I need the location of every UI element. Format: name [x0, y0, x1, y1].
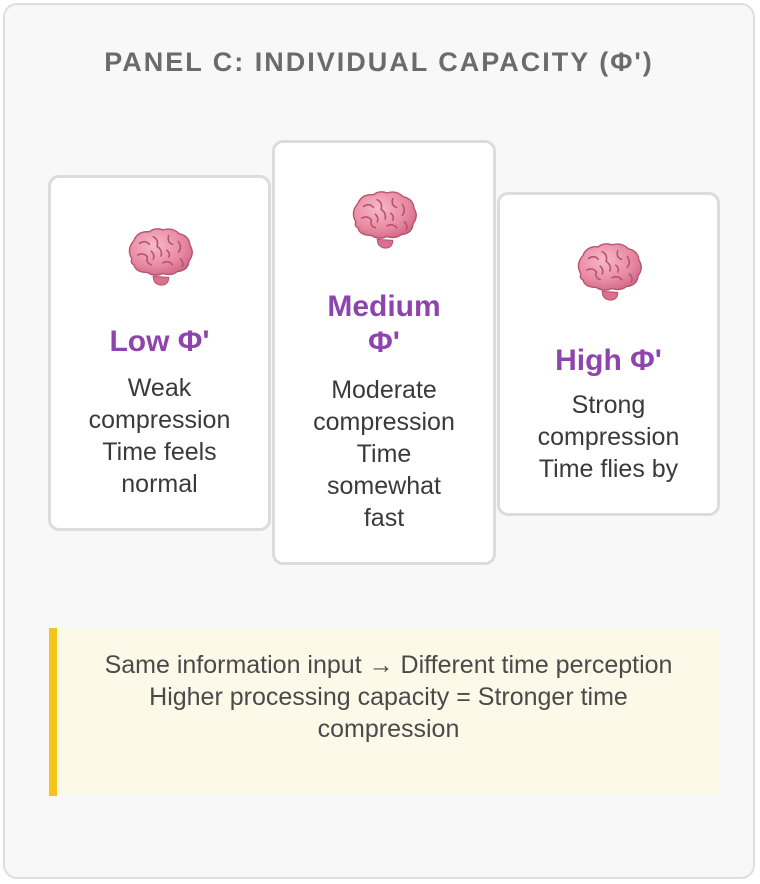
- card-title-line: Φ': [368, 326, 400, 359]
- capacity-card-medium: Medium Φ' Moderate compression Time some…: [272, 140, 496, 565]
- summary-line: Same information input → Different time …: [104, 651, 673, 679]
- card-title: Low Φ': [109, 325, 210, 358]
- card-title: Medium Φ': [285, 289, 483, 361]
- brain-icon: [577, 243, 642, 301]
- card-description-line: somewhat: [327, 472, 441, 500]
- capacity-card-low: Low Φ' Weak compression Time feels norma…: [48, 175, 271, 531]
- card-description-line: compression: [88, 406, 231, 434]
- card-description-line: Time: [356, 440, 412, 468]
- panel-c: PANEL C: INDIVIDUAL CAPACITY (Φ') Low Φ'…: [3, 3, 755, 879]
- card-description-line: Time flies by: [538, 455, 679, 483]
- brain-icon: [128, 228, 193, 286]
- capacity-card-high: High Φ' Strong compression Time flies by: [497, 192, 720, 516]
- summary-line: Higher processing capacity = Stronger ti…: [149, 683, 628, 743]
- card-description-line: compression: [313, 408, 455, 436]
- card-description-line: Moderate: [331, 376, 437, 404]
- summary-note: Same information input → Different time …: [49, 628, 720, 796]
- card-description-line: Strong: [571, 391, 646, 419]
- card-description-line: compression: [537, 423, 680, 451]
- card-description: Strong compression Time flies by: [506, 389, 711, 485]
- card-title: High Φ': [555, 344, 662, 377]
- card-description-line: normal: [121, 470, 198, 498]
- brain-icon: [352, 191, 418, 249]
- card-description: Moderate compression Time somewhat fast: [281, 374, 487, 534]
- card-description-line: Time feels: [102, 438, 217, 466]
- card-description-line: Weak: [127, 374, 192, 402]
- card-description: Weak compression Time feels normal: [57, 372, 262, 500]
- card-description-line: fast: [363, 504, 405, 532]
- panel-title: PANEL C: INDIVIDUAL CAPACITY (Φ'): [104, 47, 654, 77]
- card-title-line: Medium: [327, 290, 441, 323]
